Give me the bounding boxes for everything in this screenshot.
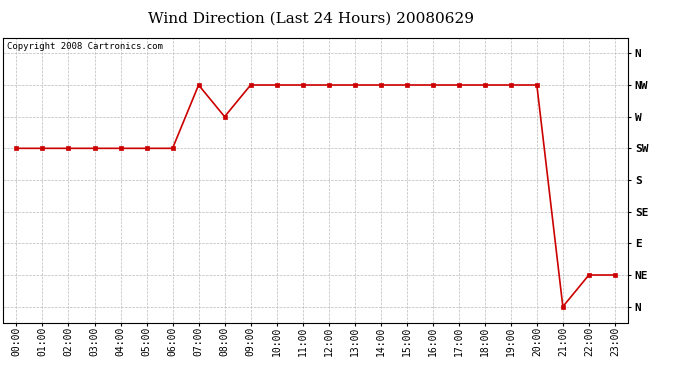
Text: Copyright 2008 Cartronics.com: Copyright 2008 Cartronics.com [7, 42, 162, 51]
Text: Wind Direction (Last 24 Hours) 20080629: Wind Direction (Last 24 Hours) 20080629 [148, 11, 473, 25]
